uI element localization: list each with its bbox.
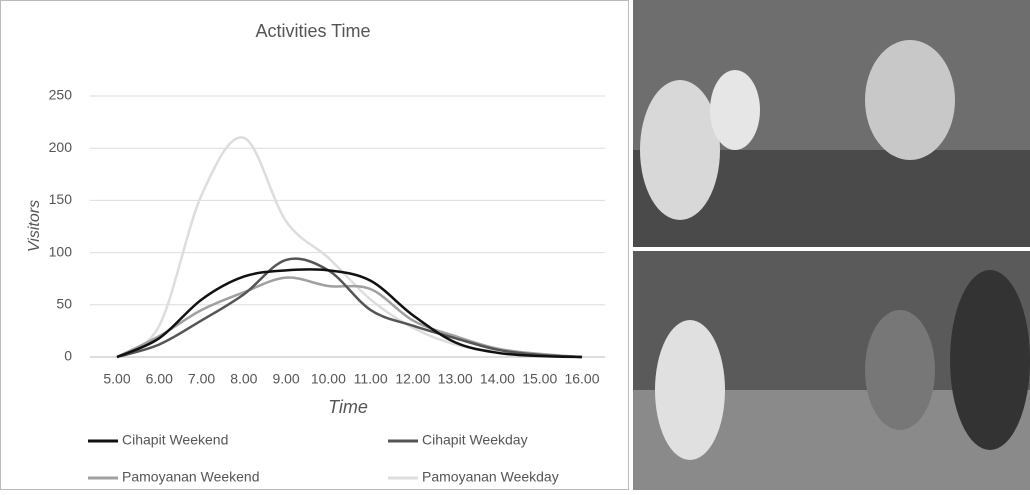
photo-figure — [865, 310, 935, 430]
y-tick-label: 0 — [64, 348, 72, 364]
y-axis-title: Visitors — [26, 200, 43, 252]
x-tick-label: 5.00 — [103, 371, 130, 387]
x-tick-label: 9.00 — [272, 371, 299, 387]
x-tick-label: 6.00 — [146, 371, 173, 387]
photo-bottom — [633, 251, 1030, 490]
x-tick-label: 12.00 — [395, 371, 430, 387]
y-tick-label: 100 — [49, 243, 73, 259]
photo-figure — [710, 70, 760, 150]
x-tick-label: 14.00 — [480, 371, 515, 387]
x-tick-label: 11.00 — [354, 371, 388, 387]
legend-label: Cihapit Weekday — [422, 432, 528, 448]
x-tick-label: 15.00 — [522, 371, 557, 387]
x-tick-label: 8.00 — [230, 371, 257, 387]
photo-top — [633, 0, 1030, 247]
x-tick-label: 16.00 — [564, 371, 599, 387]
x-tick-label: 10.00 — [311, 371, 346, 387]
page: Activities Time Visitors Time 0 50 100 150 2… — [0, 0, 1030, 490]
legend-label: Pamoyanan Weekday — [422, 469, 559, 485]
y-tick-label: 150 — [49, 191, 73, 207]
photo-figure — [865, 40, 955, 160]
x-axis-title: Time — [328, 397, 368, 417]
y-tick-label: 250 — [49, 87, 73, 103]
x-tick-label: 13.00 — [438, 371, 473, 387]
figure: Activities Time Visitors Time 0 50 100 150 2… — [0, 0, 1030, 490]
y-tick-label: 200 — [49, 139, 73, 155]
legend-label: Pamoyanan Weekend — [122, 469, 260, 485]
photo-figure — [640, 80, 720, 220]
x-tick-label: 7.00 — [188, 371, 215, 387]
legend-label: Cihapit Weekend — [122, 432, 228, 448]
chart-title: Activities Time — [255, 21, 370, 41]
y-tick-label: 50 — [56, 296, 72, 312]
photo-figure — [655, 320, 725, 460]
photo-figure — [950, 270, 1030, 450]
chart-frame — [1, 1, 629, 490]
